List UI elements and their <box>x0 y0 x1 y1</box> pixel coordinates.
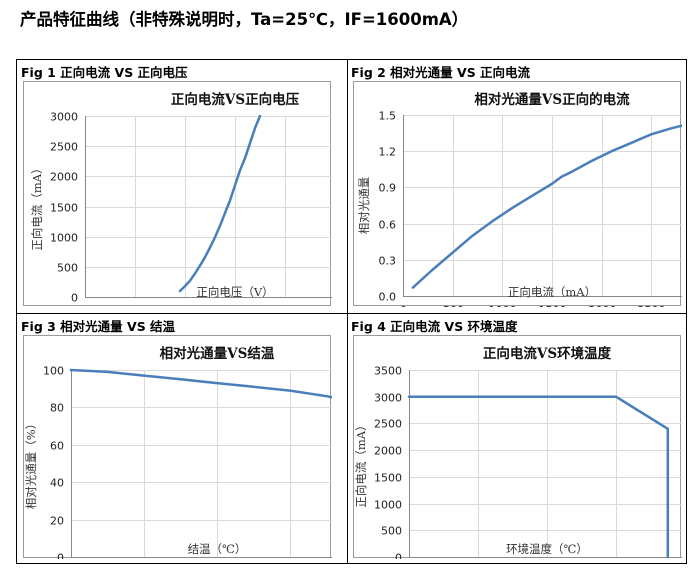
y-tick-label: 20 <box>50 515 64 528</box>
chart-2: 0.00.30.60.91.21.50500100015002000250030… <box>353 81 682 307</box>
y-axis-title: 相对光通量 <box>357 177 371 235</box>
x-tick-label: 2500 <box>638 304 666 307</box>
x-tick-label: 2000 <box>589 304 617 307</box>
y-tick-label: 500 <box>57 262 78 275</box>
x-axis-title: 正向电压（V） <box>196 285 273 299</box>
chart-area <box>23 335 331 558</box>
y-tick-label: 0.3 <box>379 255 397 268</box>
y-tick-label: 2500 <box>50 141 78 154</box>
chart-title: 正向电流VS环境温度 <box>483 345 612 362</box>
fig2-label: Fig 2 相对光通量 VS 正向电流 <box>351 65 531 80</box>
fig4-label: Fig 4 正向电流 VS 环境温度 <box>351 319 518 334</box>
x-tick-label: 11 <box>329 305 333 307</box>
series-line <box>69 368 332 399</box>
y-tick-label: 100 <box>43 365 64 378</box>
series-line <box>407 395 670 559</box>
y-tick-label: 0 <box>71 292 78 305</box>
x-tick-label: 10 <box>279 305 293 307</box>
y-tick-label: 3500 <box>374 365 402 378</box>
fig3-label: Fig 3 相对光通量 VS 结温 <box>21 319 176 334</box>
series-line <box>411 124 682 289</box>
x-tick-label: 8 <box>182 305 189 307</box>
y-tick-label: 1.5 <box>379 110 397 123</box>
y-axis-title: 正向电流（mA） <box>354 419 368 507</box>
x-tick-label: 6 <box>82 305 89 307</box>
chart-4: 050010001500200025003000350025456585105正… <box>353 335 682 560</box>
y-tick-label: 2500 <box>374 418 402 431</box>
chart-title: 相对光通量VS结温 <box>160 345 275 362</box>
y-tick-label: 40 <box>50 477 64 490</box>
x-tick-label: 9 <box>232 305 239 307</box>
y-tick-label: 0.9 <box>379 182 397 195</box>
x-tick-label: 7 <box>132 305 139 307</box>
y-tick-label: 80 <box>50 402 64 415</box>
y-tick-label: 1.2 <box>379 146 397 159</box>
y-tick-label: 60 <box>50 440 64 453</box>
chart-title: 正向电流VS正向电压 <box>171 91 300 108</box>
figure-table <box>16 59 687 564</box>
y-tick-label: 2000 <box>50 171 78 184</box>
y-tick-label: 0.0 <box>379 291 397 304</box>
table-divider-horizontal <box>17 313 686 314</box>
y-tick-label: 0 <box>57 552 64 560</box>
y-axis-title: 正向电流（mA） <box>30 162 44 250</box>
series-line <box>178 114 262 293</box>
fig1-label: Fig 1 正向电流 VS 正向电压 <box>21 65 188 80</box>
y-tick-label: 1500 <box>374 472 402 485</box>
y-tick-label: 2000 <box>374 445 402 458</box>
chart-1: 0500100015002000250030006789101112正向电流VS… <box>23 81 333 307</box>
y-tick-label: 3000 <box>374 392 402 405</box>
y-tick-label: 3000 <box>50 111 78 124</box>
x-tick-label: 0 <box>400 304 407 307</box>
y-tick-label: 0 <box>395 552 402 560</box>
page-title: 产品特征曲线（非特殊说明时，Ta=25℃，IF=1600mA） <box>20 10 469 29</box>
chart-area <box>353 335 681 558</box>
table-divider-vertical <box>347 60 348 563</box>
y-axis-title: 相对光通量（%） <box>24 418 38 509</box>
x-axis-title: 正向电流（mA） <box>508 285 596 299</box>
chart-title: 相对光通量VS正向的电流 <box>474 91 630 108</box>
x-axis-title: 结温（℃） <box>188 542 247 556</box>
chart-3: 02040608010025456585105相对光通量VS结温结温（℃）相对光… <box>23 335 332 560</box>
y-tick-label: 1000 <box>50 232 78 245</box>
y-tick-label: 0.6 <box>379 219 397 232</box>
y-tick-label: 1000 <box>374 499 402 512</box>
x-tick-label: 500 <box>443 304 464 307</box>
chart-area <box>23 81 331 306</box>
y-tick-label: 500 <box>381 525 402 538</box>
x-axis-title: 环境温度（℃） <box>506 542 588 556</box>
x-tick-label: 1000 <box>489 304 517 307</box>
x-tick-label: 1500 <box>539 304 567 307</box>
y-tick-label: 1500 <box>50 202 78 215</box>
chart-area <box>353 81 681 306</box>
